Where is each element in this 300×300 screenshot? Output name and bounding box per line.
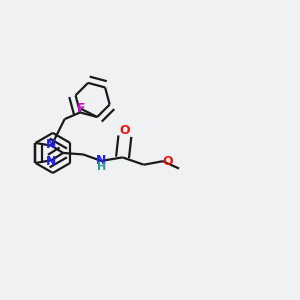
Text: F: F (77, 102, 85, 115)
Text: H: H (97, 162, 106, 172)
Text: O: O (162, 155, 173, 168)
Text: N: N (96, 154, 106, 167)
Text: N: N (46, 155, 57, 168)
Text: N: N (46, 138, 57, 151)
Text: O: O (120, 124, 130, 137)
